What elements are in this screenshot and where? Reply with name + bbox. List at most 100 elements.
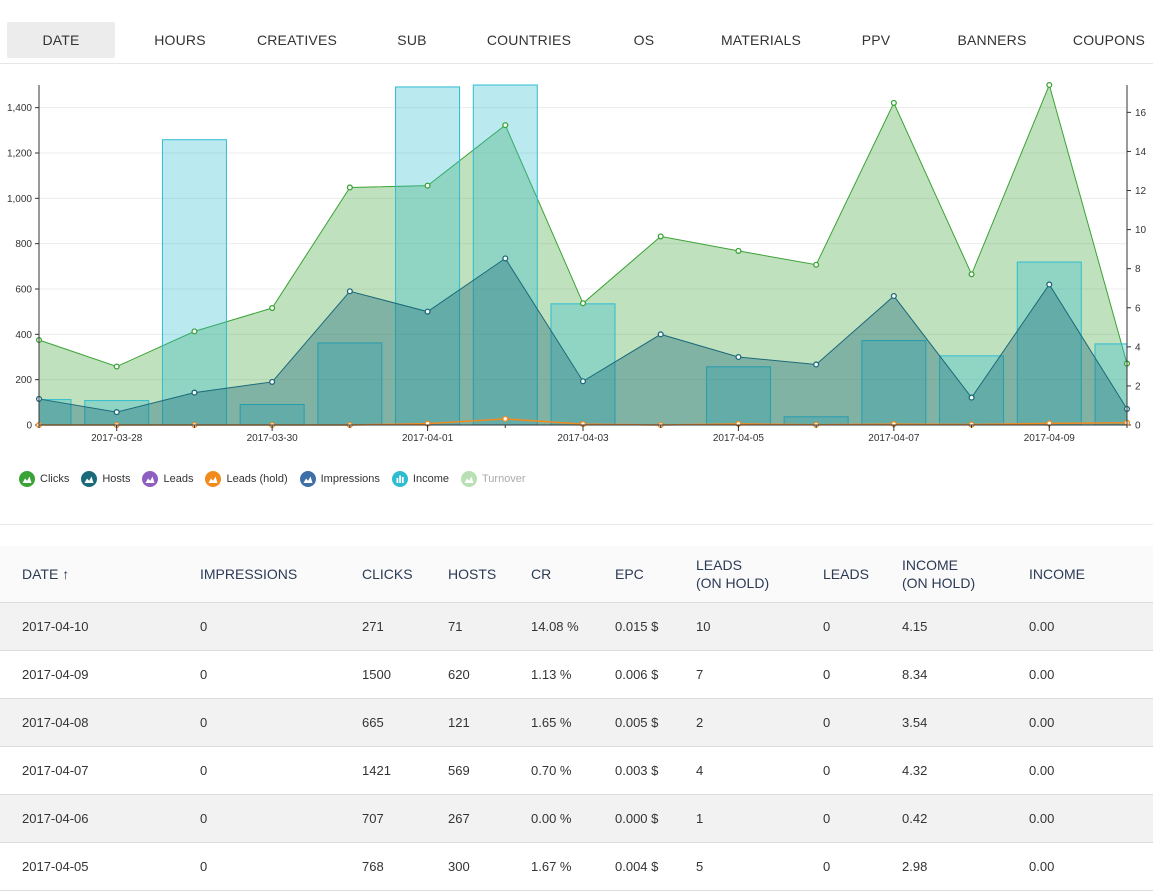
cell-hosts: 267 [448, 811, 470, 826]
y-right-tick-label: 14 [1135, 147, 1147, 158]
area-chart-icon [460, 471, 477, 487]
table-row[interactable]: 2017-04-08 0 665 121 1.65 % 0.005 $ 2 0 3.54 0.00 [0, 699, 1153, 747]
column-header-label: LEADS [823, 565, 869, 583]
cell-cr: 14.08 % [531, 619, 579, 634]
cell-clicks: 665 [362, 715, 384, 730]
legend-label: Turnover [481, 473, 526, 485]
cell-leads: 0 [823, 667, 831, 682]
hosts-series-area [39, 258, 1127, 425]
table-row[interactable]: 2017-04-09 0 1500 620 1.13 % 0.006 $ 7 0 8.34 0.0… [0, 651, 1153, 699]
legend-item-income[interactable]: Income [391, 471, 449, 487]
tab-materials[interactable]: MATERIALS [720, 32, 802, 48]
hosts-point [813, 361, 820, 368]
tab-banners[interactable]: BANNERS [957, 32, 1027, 48]
cell-income-on-hold: 4.32 [902, 763, 928, 778]
legend-item-clicks[interactable]: Clicks [19, 471, 69, 487]
legend-item-leads[interactable]: Leads [142, 471, 193, 487]
cell-leads-on-hold: 2 [696, 715, 704, 730]
legend-item-hosts[interactable]: Hosts [81, 471, 130, 487]
cell-income: 0.00 [1029, 811, 1055, 826]
cell-impressions: 0 [200, 619, 208, 634]
column-header-epc[interactable]: EPC [615, 546, 644, 602]
column-header-hosts[interactable]: HOSTS [448, 546, 496, 602]
cell-impressions: 0 [200, 715, 208, 730]
tab-hours[interactable]: HOURS [154, 32, 206, 48]
legend-label: Income [412, 473, 449, 485]
clicks-point [424, 182, 431, 189]
clicks-point [113, 363, 120, 370]
area-chart-icon [205, 471, 222, 487]
income-bar [1016, 261, 1082, 426]
cell-cr: 1.65 % [531, 715, 572, 730]
tab-os[interactable]: OS [633, 32, 655, 48]
legend-item-turnover[interactable]: Turnover [460, 471, 526, 487]
clicks-point [191, 328, 198, 335]
tab-coupons[interactable]: COUPONS [1072, 32, 1146, 48]
cell-epc: 0.006 $ [615, 667, 659, 682]
cell-date: 2017-04-09 [22, 667, 89, 682]
x-tick-label: 2017-04-07 [868, 433, 920, 444]
column-header-label: DATE ↑ [22, 565, 69, 583]
cell-date: 2017-04-10 [22, 619, 89, 634]
cell-hosts: 300 [448, 859, 470, 874]
cell-impressions: 0 [200, 811, 208, 826]
clicks-series-area [39, 85, 1127, 425]
clicks-point [968, 271, 975, 278]
y-right-tick-label: 0 [1135, 421, 1141, 432]
cell-leads-on-hold: 1 [696, 811, 704, 826]
y-left-tick-label: 1,400 [7, 103, 32, 114]
table-row[interactable]: 2017-04-05 0 768 300 1.67 % 0.004 $ 5 0 2.98 0.00 [0, 843, 1153, 891]
legend-item-leads-hold[interactable]: Leads (hold) [205, 471, 288, 487]
column-header-income-on-hold[interactable]: INCOME (ON HOLD) [902, 546, 975, 602]
tab-date[interactable]: DATE [7, 22, 115, 58]
chart-legend: Clicks Hosts Leads Leads (hold) Impressions I… [19, 470, 538, 488]
header-line: CLICKS [362, 566, 413, 582]
header-line: LEADS [823, 566, 869, 582]
column-header-income[interactable]: INCOME [1029, 546, 1085, 602]
hosts-point [657, 331, 664, 338]
income-bar [705, 366, 771, 426]
legend-item-impressions[interactable]: Impressions [299, 471, 380, 487]
table-row[interactable]: 2017-04-07 0 1421 569 0.70 % 0.003 $ 4 0 4.32 0.0… [0, 747, 1153, 795]
clicks-point [346, 184, 353, 191]
area-chart-icon [299, 471, 316, 487]
column-header-clicks[interactable]: CLICKS [362, 546, 413, 602]
tab-creatives[interactable]: CREATIVES [256, 32, 338, 48]
tab-ppv[interactable]: PPV [861, 32, 891, 48]
y-right-tick-label: 4 [1135, 342, 1141, 353]
y-left-tick-label: 200 [15, 375, 32, 386]
y-right-tick-label: 6 [1135, 303, 1141, 314]
clicks-point [502, 122, 509, 129]
header-line: DATE ↑ [22, 566, 70, 582]
cell-clicks: 271 [362, 619, 384, 634]
cell-leads-on-hold: 10 [696, 619, 711, 634]
hosts-point [890, 292, 897, 300]
income-bar [472, 84, 538, 426]
y-left-tick-label: 800 [15, 239, 32, 250]
cell-epc: 0.005 $ [615, 715, 659, 730]
income-bar [550, 303, 616, 426]
column-header-leads-on-hold[interactable]: LEADS (ON HOLD) [696, 546, 769, 602]
table-row[interactable]: 2017-04-06 0 707 267 0.00 % 0.000 $ 1 0 0.42 0.00 [0, 795, 1153, 843]
column-header-date[interactable]: DATE ↑ [22, 546, 69, 602]
clicks-point [269, 304, 276, 312]
stats-chart: 0 200 400 600 800 1,000 1,200 1,400 0 2 4 6 8 10 12 14 1… [7, 81, 1147, 444]
y-left-tick-label: 1,000 [7, 194, 32, 205]
column-header-leads[interactable]: LEADS [823, 546, 869, 602]
y-right-tick-label: 2 [1135, 381, 1141, 392]
tab-countries[interactable]: COUNTRIES [486, 32, 572, 48]
column-header-cr[interactable]: CR [531, 546, 551, 602]
y-right-tick-label: 12 [1135, 186, 1147, 197]
area-chart-icon [19, 471, 35, 487]
cell-cr: 0.70 % [531, 763, 572, 778]
cell-date: 2017-04-08 [22, 715, 89, 730]
cell-income: 0.00 [1029, 667, 1055, 682]
column-header-label: LEADS (ON HOLD) [696, 556, 769, 592]
income-bar [1094, 343, 1128, 426]
header-line: LEADS [696, 557, 742, 573]
table-row[interactable]: 2017-04-10 0 271 71 14.08 % 0.015 $ 10 0 4.15 0.0… [0, 603, 1153, 651]
hosts-point [1046, 281, 1053, 288]
tab-sub[interactable]: SUB [397, 32, 427, 48]
table-body: 2017-04-10 0 271 71 14.08 % 0.015 $10 0 4.15 0.0… [0, 603, 1153, 891]
column-header-impressions[interactable]: IMPRESSIONS [200, 546, 297, 602]
